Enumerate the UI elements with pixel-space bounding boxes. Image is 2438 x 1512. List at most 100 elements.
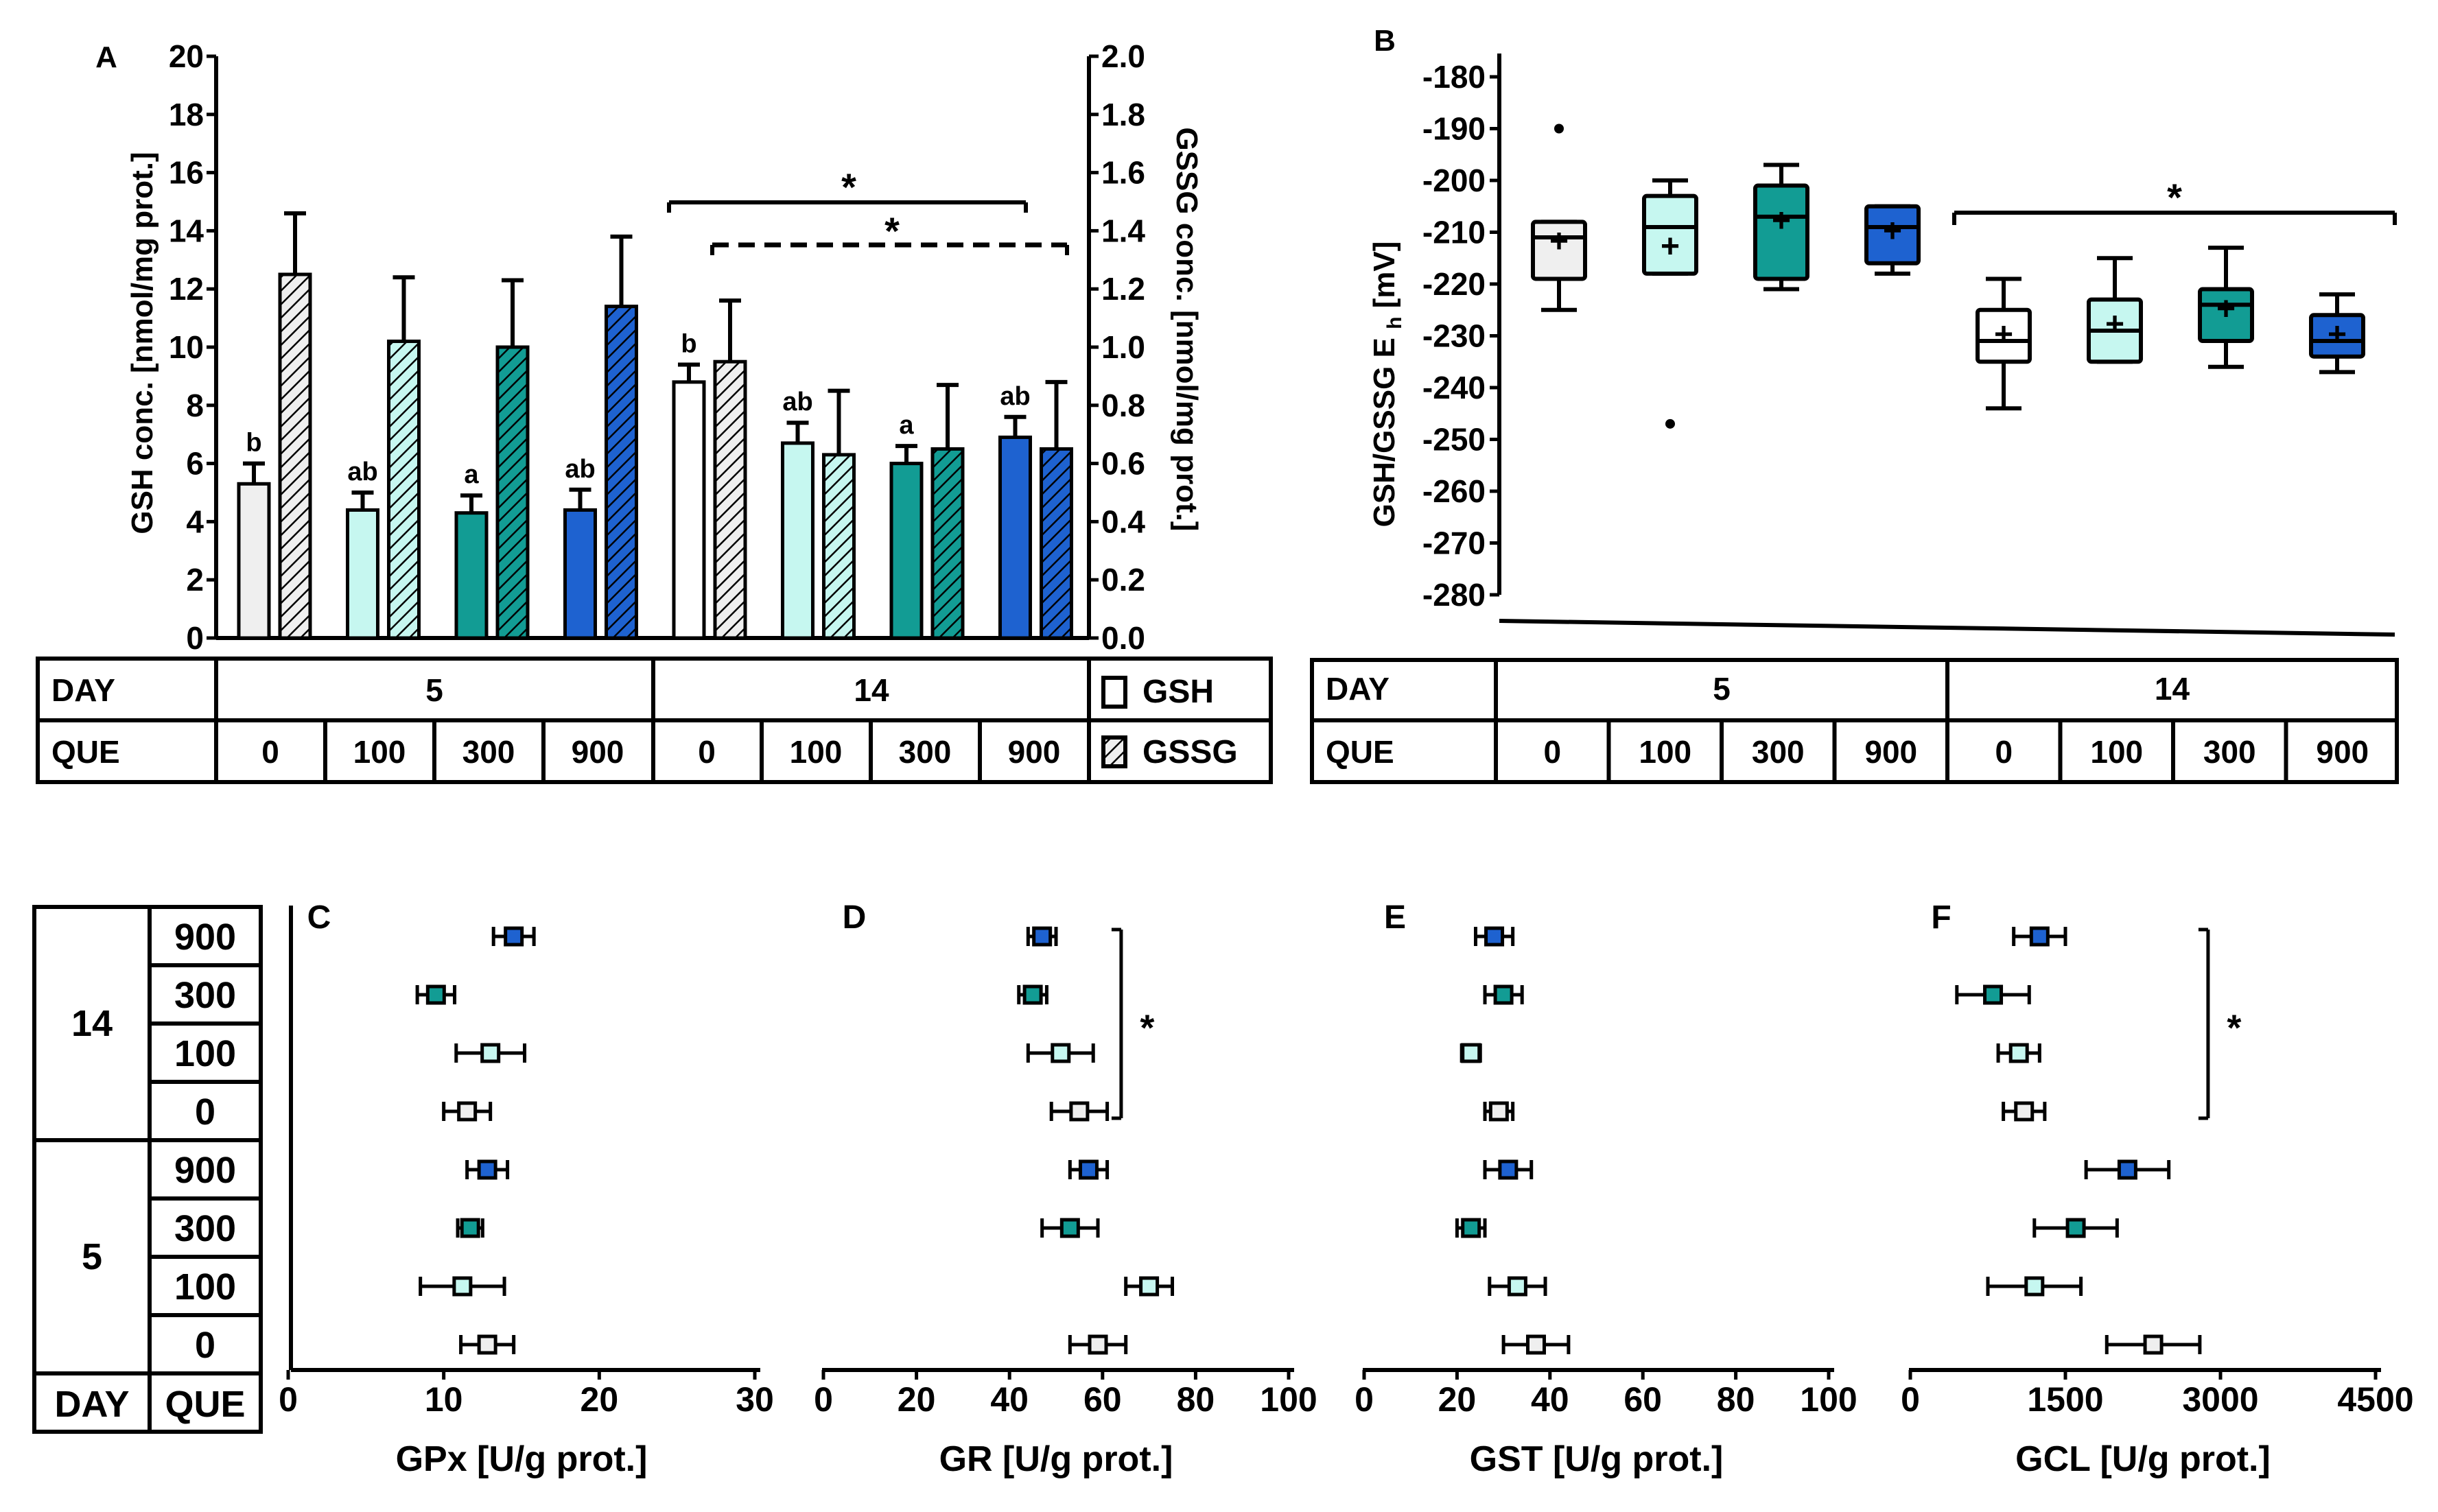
gssg-bar [495, 345, 530, 640]
box-mean-marker: + [2328, 317, 2347, 353]
table-que-value: 300 [462, 734, 515, 770]
box-mean-marker: + [1549, 224, 1569, 260]
box [1864, 204, 1921, 265]
table-que-value: 900 [1864, 734, 1917, 770]
panel-label-E: E [1384, 899, 1406, 936]
x-tick-label-C: 20 [581, 1380, 619, 1419]
mean-marker-D [1032, 926, 1053, 947]
mean-marker-D [1139, 1276, 1160, 1297]
y-axis-title-B-sub: h [1383, 317, 1406, 329]
x-axis-B [1499, 619, 2395, 637]
y-tick-label-left-A: 6 [186, 446, 204, 482]
y-tick-label-left-A: 2 [186, 562, 204, 598]
table-que-value: 100 [353, 734, 406, 770]
x-axis-title-D: GR [U/g prot.] [939, 1439, 1173, 1479]
gssg-bar [605, 305, 638, 640]
y-tick-label-right-A: 1.4 [1101, 213, 1145, 248]
y-tick-label-left-A: 12 [169, 271, 204, 307]
mean-marker-C [460, 1218, 480, 1238]
box [2198, 287, 2254, 344]
gssg-bar [278, 272, 312, 640]
significance-letter: ab [565, 455, 595, 484]
y-axis-title-left-A: GSH conc. [nmol/mg prot.] [126, 152, 159, 534]
significance-letter: b [246, 429, 261, 458]
y-tick-label-right-A: 1.8 [1101, 97, 1145, 132]
box [1642, 193, 1698, 276]
mean-marker-C [477, 1334, 497, 1355]
y-tick-label-right-A: 1.2 [1101, 271, 1145, 307]
y-tick-label-B: -230 [1422, 318, 1486, 354]
panel-label-D: D [843, 899, 867, 936]
row-table-que: 300 [174, 1208, 236, 1249]
y-tick-label-B: -250 [1422, 422, 1486, 458]
gsh-bar [672, 380, 706, 640]
gsh-bar [781, 441, 814, 640]
mean-marker-F [2143, 1334, 2164, 1355]
x-tick-label-F: 4500 [2337, 1380, 2413, 1419]
y-axis-title-right-A: GSSG conc. [nmol/mg prot.] [1170, 127, 1204, 531]
x-tick-label-E: 20 [1438, 1380, 1477, 1419]
y-axis-title-B: GSH/GSSG E h [mV] [1368, 241, 1406, 528]
mean-marker-E [1507, 1276, 1527, 1297]
mean-marker-F [1983, 984, 2004, 1005]
box-mean-marker: + [1772, 202, 1791, 239]
gssg-bar [822, 453, 856, 640]
row-table-que: 300 [174, 975, 236, 1016]
legend-label-gsh: GSH [1142, 674, 1214, 710]
significance-star-gsh: * [841, 165, 856, 209]
row-table-day: 14 [71, 1003, 113, 1044]
significance-star-D: * [1140, 1008, 1154, 1049]
y-tick-label-left-A: 10 [169, 329, 204, 365]
mean-marker-F [2014, 1101, 2035, 1122]
row-table-day-label: DAY [54, 1384, 129, 1425]
y-tick-label-right-A: 0.4 [1101, 504, 1145, 539]
mean-marker-E [1525, 1334, 1546, 1355]
table-que-value: 100 [2090, 734, 2143, 770]
mean-marker-E [1493, 984, 1514, 1005]
mean-marker-F [2065, 1218, 2086, 1238]
y-tick-label-left-A: 0 [186, 620, 204, 656]
y-tick-label-right-A: 0.6 [1101, 446, 1145, 482]
y-tick-label-left-A: 18 [169, 97, 204, 132]
gssg-bar [1040, 447, 1073, 640]
box-mean-marker: + [1883, 213, 1902, 250]
table-day-value: 5 [425, 672, 443, 708]
x-tick-label-D: 80 [1177, 1380, 1215, 1419]
significance-star-gssg: * [884, 209, 900, 252]
x-tick-label-C: 10 [425, 1380, 463, 1419]
y-tick-label-right-A: 1.6 [1101, 155, 1145, 191]
row-table-que: 100 [174, 1266, 236, 1308]
box-outlier [1665, 418, 1675, 429]
y-tick-label-right-A: 2.0 [1101, 38, 1145, 74]
y-tick-label-left-A: 8 [186, 388, 204, 423]
y-tick-label-left-A: 20 [169, 38, 204, 74]
significance-letter: a [899, 411, 914, 440]
gssg-bar [387, 340, 421, 640]
gsh-bar [889, 462, 924, 640]
significance-letter: b [681, 329, 696, 358]
row-table-que: 0 [195, 1325, 215, 1366]
significance-letter: ab [1000, 382, 1030, 411]
y-tick-label-right-A: 0.8 [1101, 388, 1145, 423]
mean-marker-E [1461, 1218, 1481, 1238]
significance-letter: ab [782, 388, 812, 416]
gssg-bar [713, 359, 747, 640]
mean-marker-C [425, 984, 446, 1005]
gsh-bar [563, 508, 597, 640]
x-tick-label-D: 0 [814, 1380, 833, 1419]
y-tick-label-B: -270 [1422, 525, 1486, 561]
table-que-value: 300 [899, 734, 952, 770]
x-axis-title-E: GST [U/g prot.] [1470, 1439, 1724, 1479]
y-tick-label-right-A: 0.2 [1101, 562, 1145, 598]
legend-swatch-gssg [1101, 735, 1127, 768]
mean-marker-D [1022, 984, 1043, 1005]
y-tick-label-B: -280 [1422, 577, 1486, 613]
table-que-label: QUE [51, 734, 120, 770]
y-tick-label-left-A: 16 [169, 155, 204, 191]
x-tick-label-D: 40 [990, 1380, 1029, 1419]
x-axis-title-F: GCL [U/g prot.] [2015, 1439, 2271, 1479]
gsh-bar [346, 508, 379, 640]
table-que-value: 0 [1995, 734, 2013, 770]
table-que-value: 900 [2316, 734, 2369, 770]
